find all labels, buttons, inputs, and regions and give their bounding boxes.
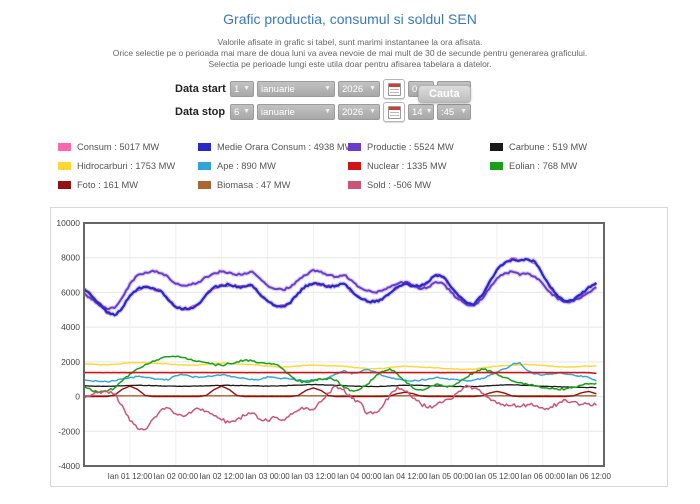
legend-swatch-sold [348, 181, 361, 189]
legend-swatch-medie [198, 143, 211, 151]
stop-hour-select[interactable]: 14▼ [408, 104, 434, 120]
series-sold [84, 385, 596, 429]
chevron-down-icon: ▼ [369, 86, 376, 92]
legend-item-medie: Medie Orara Consum : 4938 MW [198, 137, 348, 156]
x-axis-tick-label: Ian 02 00:00 [154, 472, 199, 481]
y-axis-tick-label: 4000 [61, 322, 80, 332]
legend-label: Biomasa : 47 MW [217, 180, 290, 190]
legend-label: Nuclear : 1335 MW [367, 161, 447, 171]
series-nuclear [84, 373, 596, 374]
legend-label: Eolian : 768 MW [509, 161, 577, 171]
x-axis-tick-label: Ian 03 00:00 [245, 472, 290, 481]
date-stop-row: Data stop 6▼ ianuarie▼ 2026▼ 14▼ :45▼ [175, 103, 505, 121]
chevron-down-icon: ▼ [243, 109, 250, 115]
legend-swatch-carbune [490, 143, 503, 151]
legend-swatch-biomasa [198, 181, 211, 189]
legend-item-ape: Ape : 890 MW [198, 156, 348, 175]
series-hidrocarburi [84, 363, 596, 370]
start-month-select[interactable]: ianuarie▼ [257, 81, 335, 97]
legend-swatch-nuclear [348, 162, 361, 170]
chevron-down-icon: ▼ [426, 109, 433, 115]
legend-swatch-ape [198, 162, 211, 170]
y-axis-tick-label: -4000 [58, 461, 80, 471]
legend-label: Foto : 161 MW [77, 180, 138, 190]
x-axis-tick-label: Ian 03 12:00 [291, 472, 336, 481]
page: Grafic productia, consumul si soldul SEN… [0, 11, 700, 487]
legend-item-carbune: Carbune : 519 MW [490, 137, 700, 156]
stop-minute-select[interactable]: :45▼ [437, 104, 471, 120]
chevron-down-icon: ▼ [324, 86, 331, 92]
x-axis-tick-label: Ian 04 00:00 [337, 472, 382, 481]
subtitle-line: Valorile afisate in grafic si tabel, sun… [0, 37, 700, 48]
y-axis-tick-label: 8000 [61, 253, 80, 263]
stop-day-select[interactable]: 6▼ [230, 104, 254, 120]
legend-spacer [490, 175, 700, 194]
calendar-icon [388, 106, 401, 119]
data-stop-label: Data stop [175, 106, 230, 118]
stop-month-select[interactable]: ianuarie▼ [257, 104, 335, 120]
chevron-down-icon: ▼ [324, 109, 331, 115]
x-axis-tick-label: Ian 01 12:00 [108, 472, 153, 481]
legend-item-hidrocarburi: Hidrocarburi : 1753 MW [58, 156, 198, 175]
legend-swatch-hidrocarburi [58, 162, 71, 170]
legend-label: Hidrocarburi : 1753 MW [77, 161, 175, 171]
legend: Consum : 5017 MW Hidrocarburi : 1753 MW Fo… [58, 137, 700, 194]
chart-panel: 10000 8000 6000 4000 2000 0 -2000 -4000 Ian 01 1… [50, 207, 668, 487]
legend-item-consum: Consum : 5017 MW [58, 137, 198, 156]
legend-label: Medie Orara Consum : 4938 MW [217, 142, 353, 152]
start-calendar-button[interactable] [383, 79, 405, 99]
date-range-form: Data start 1▼ ianuarie▼ 2026▼ 0▼ :00▼ Da… [175, 80, 505, 121]
subtitle-line: Orice selectie pe o perioada mai mare de… [0, 48, 700, 59]
legend-label: Carbune : 519 MW [509, 142, 587, 152]
legend-item-foto: Foto : 161 MW [58, 175, 198, 194]
sen-chart: 10000 8000 6000 4000 2000 0 -2000 -4000 Ian 01 1… [51, 208, 667, 486]
y-axis-tick-label: 10000 [56, 218, 80, 228]
x-axis-tick-label: Ian 04 12:00 [383, 472, 428, 481]
y-axis-tick-label: -2000 [58, 426, 80, 436]
x-axis-tick-label: Ian 05 00:00 [429, 472, 474, 481]
legend-item-eolian: Eolian : 768 MW [490, 156, 700, 175]
legend-label: Ape : 890 MW [217, 161, 276, 171]
calendar-icon [388, 83, 401, 96]
stop-calendar-button[interactable] [383, 102, 405, 122]
legend-label: Sold : -506 MW [367, 180, 431, 190]
legend-swatch-productie [348, 143, 361, 151]
y-axis-tick-label: 6000 [61, 287, 80, 297]
legend-item-sold: Sold : -506 MW [348, 175, 490, 194]
series-halo-medie [84, 259, 596, 315]
series-medie [84, 259, 596, 315]
legend-item-productie: Productie : 5524 MW [348, 137, 490, 156]
chevron-down-icon: ▼ [369, 109, 376, 115]
y-axis-tick-label: 2000 [61, 357, 80, 367]
chevron-down-icon: ▼ [243, 86, 250, 92]
stop-year-select[interactable]: 2026▼ [338, 104, 380, 120]
y-axis-tick-label: 0 [75, 392, 80, 402]
page-subtitle: Valorile afisate in grafic si tabel, sun… [0, 37, 700, 70]
data-start-label: Data start [175, 83, 230, 95]
legend-swatch-consum [58, 143, 71, 151]
page-title: Grafic productia, consumul si soldul SEN [0, 11, 700, 27]
legend-label: Productie : 5524 MW [367, 142, 454, 152]
x-axis-tick-label: Ian 02 12:00 [199, 472, 244, 481]
start-day-select[interactable]: 1▼ [230, 81, 254, 97]
chevron-down-icon: ▼ [460, 109, 467, 115]
start-year-select[interactable]: 2026▼ [338, 81, 380, 97]
subtitle-line: Selectia pe perioade lungi este utila do… [0, 59, 700, 70]
legend-item-biomasa: Biomasa : 47 MW [198, 175, 348, 194]
legend-swatch-eolian [490, 162, 503, 170]
legend-item-nuclear: Nuclear : 1335 MW [348, 156, 490, 175]
search-button[interactable]: Cauta [418, 85, 471, 103]
x-axis-tick-label: Ian 05 12:00 [475, 472, 520, 481]
legend-label: Consum : 5017 MW [77, 142, 159, 152]
legend-swatch-foto [58, 181, 71, 189]
x-axis-tick-label: Ian 06 12:00 [566, 472, 611, 481]
x-axis-tick-label: Ian 06 00:00 [521, 472, 566, 481]
